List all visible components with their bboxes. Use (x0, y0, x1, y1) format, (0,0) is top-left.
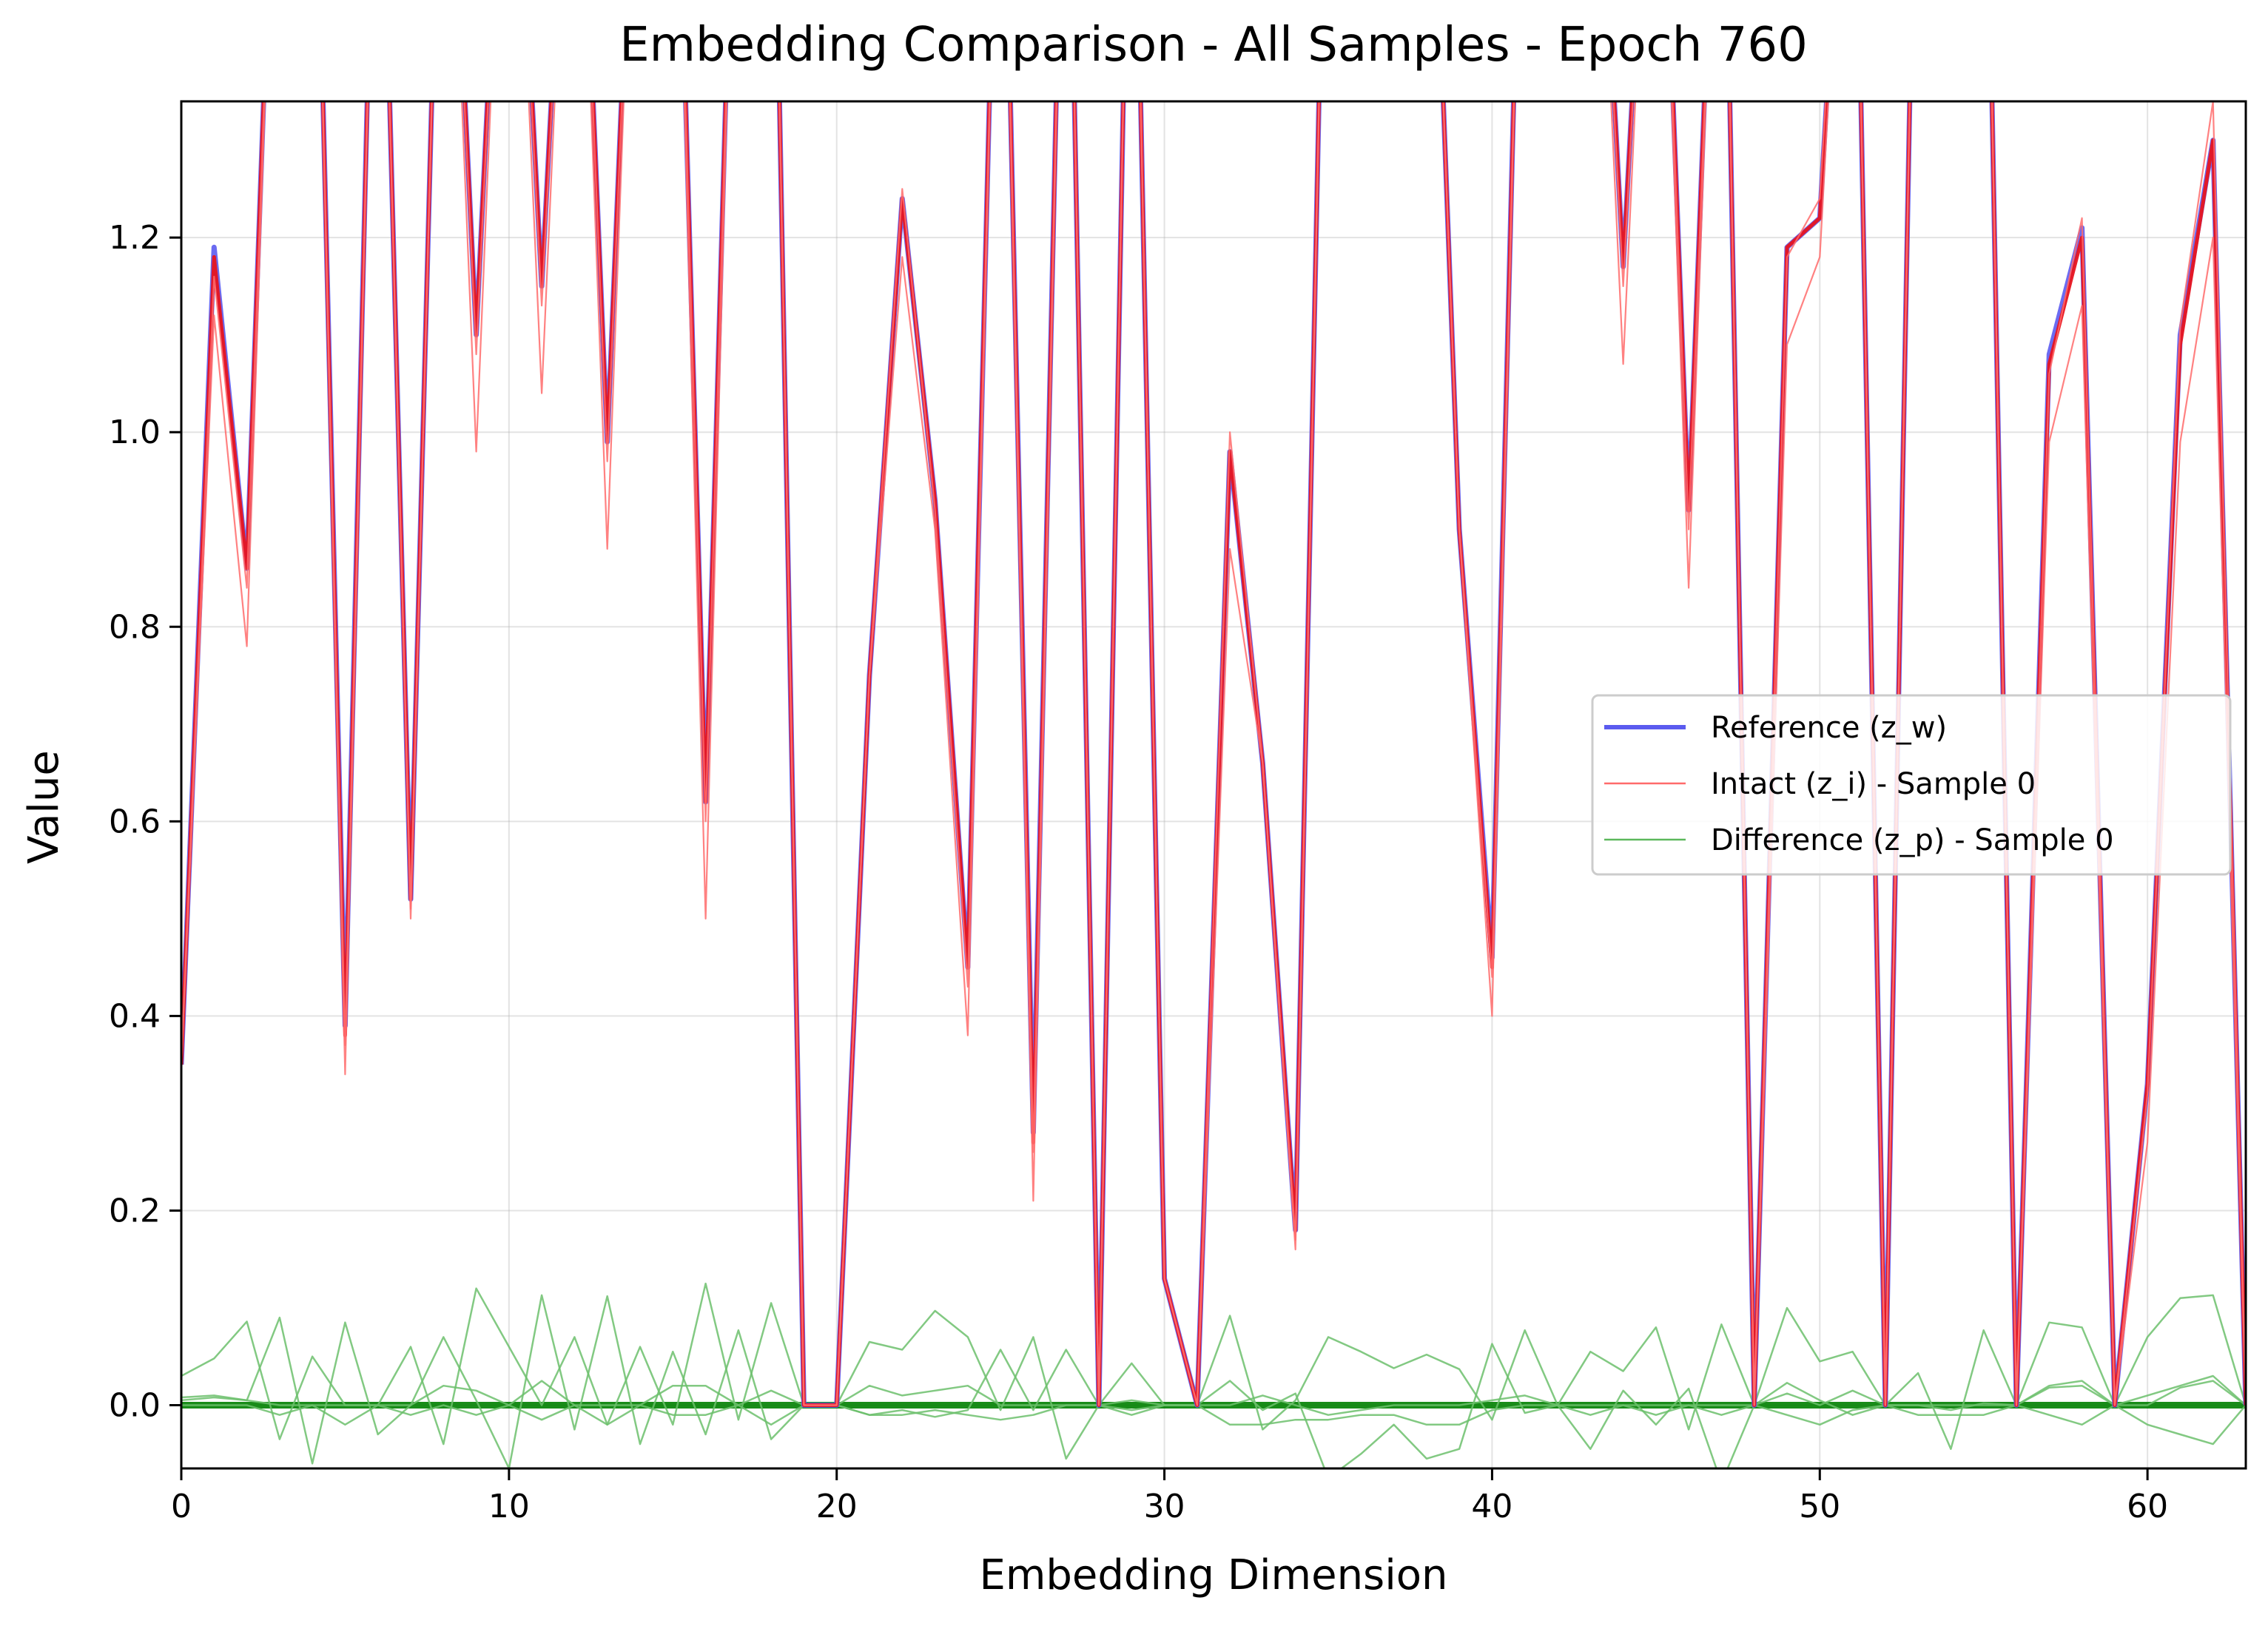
x-axis-label: Embedding Dimension (979, 1551, 1447, 1599)
x-tick-label: 10 (488, 1488, 530, 1525)
x-tick-label: 40 (1471, 1488, 1512, 1525)
x-tick-label: 30 (1144, 1488, 1185, 1525)
legend-label-reference: Reference (z_w) (1711, 711, 1947, 745)
series-layer (181, 101, 2246, 1468)
difference-line-4 (181, 1404, 2246, 1445)
y-tick-label: 0.2 (109, 1192, 161, 1229)
y-tick-label: 0.0 (109, 1387, 161, 1425)
axis-ticks: 0 10 20 30 40 50 60 0.0 0.2 0.4 0.6 0.8 1.0 1.2 (109, 219, 2168, 1525)
difference-line-3 (181, 1374, 2246, 1416)
legend-label-difference: Difference (z_p) - Sample 0 (1711, 823, 2114, 857)
difference-line-1 (181, 1282, 2246, 1460)
y-tick-label: 0.4 (109, 997, 161, 1035)
y-tick-label: 0.8 (109, 608, 161, 646)
legend: Reference (z_w) Intact (z_i) - Sample 0 … (1591, 694, 2232, 876)
difference-line-2 (181, 1294, 2246, 1468)
intact-line-2 (181, 101, 2246, 1406)
x-tick-label: 0 (171, 1488, 192, 1525)
legend-label-intact: Intact (z_i) - Sample 0 (1711, 767, 2036, 801)
chart-title: Embedding Comparison - All Samples - Epo… (619, 18, 1808, 72)
y-axis-label: Value (20, 750, 68, 864)
x-tick-label: 20 (816, 1488, 858, 1525)
x-tick-label: 50 (1799, 1488, 1840, 1525)
y-tick-label: 1.0 (109, 414, 161, 451)
x-tick-label: 60 (2127, 1488, 2168, 1525)
legend-box (1591, 694, 2232, 876)
plot-frame (180, 100, 2247, 1470)
y-tick-label: 1.2 (109, 219, 161, 257)
y-tick-label: 0.6 (109, 803, 161, 840)
